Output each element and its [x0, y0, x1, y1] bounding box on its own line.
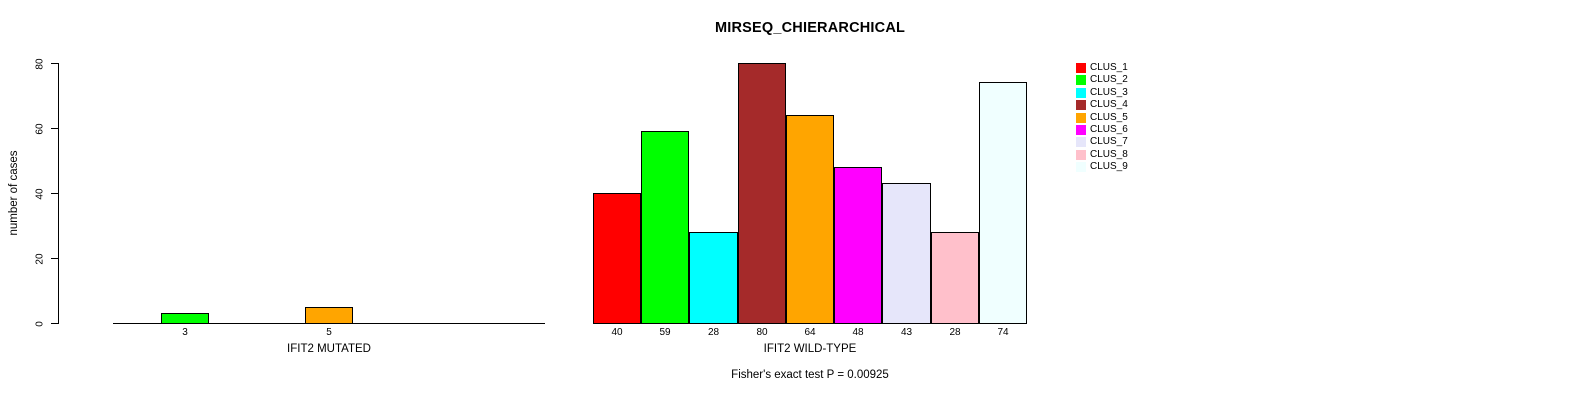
- chart-title: MIRSEQ_CHIERARCHICAL: [714, 20, 906, 36]
- legend-label: CLUS_1: [1090, 62, 1128, 73]
- bar-value-label: 64: [804, 327, 816, 338]
- legend-item-clus_9: CLUS_9: [1076, 161, 1128, 173]
- bar-value-label: 40: [611, 327, 623, 338]
- legend-item-clus_6: CLUS_6: [1076, 124, 1128, 136]
- legend-label: CLUS_3: [1090, 86, 1128, 98]
- legend-item-clus_7: CLUS_7: [1076, 136, 1128, 148]
- legend-swatch-clus_7: [1076, 137, 1086, 148]
- y-axis-tick: [51, 323, 58, 324]
- legend-item-clus_2: CLUS_2: [1076, 74, 1128, 86]
- bar-value-label: 5: [326, 327, 332, 338]
- bar-clus_5-ifit2-wild-type: [786, 115, 834, 324]
- bar-clus_7-ifit2-wild-type: [882, 183, 931, 324]
- y-axis-tick: [51, 193, 58, 194]
- bar-clus_9-ifit2-wild-type: [979, 82, 1027, 324]
- y-axis-tick-label: 60: [34, 122, 46, 135]
- y-axis-tick-label: 80: [34, 57, 46, 70]
- y-axis-tick-label: 40: [34, 187, 46, 200]
- legend-item-clus_4: CLUS_4: [1076, 99, 1128, 111]
- bar-value-label: 28: [949, 327, 961, 338]
- legend-item-clus_3: CLUS_3: [1076, 87, 1128, 99]
- bar-value-label: 3: [182, 327, 188, 338]
- legend-label: CLUS_7: [1090, 136, 1128, 148]
- bar-clus_3-ifit2-wild-type: [689, 232, 738, 324]
- legend-item-clus_1: CLUS_1: [1076, 62, 1128, 74]
- bar-value-label: 28: [707, 327, 720, 338]
- legend-swatch-clus_4: [1076, 100, 1086, 111]
- legend-swatch-clus_6: [1076, 125, 1086, 135]
- y-axis-tick: [51, 63, 58, 64]
- bar-clus_5-ifit2-mutated: [305, 307, 353, 324]
- bar-value-label: 74: [997, 327, 1009, 338]
- legend-swatch-clus_2: [1076, 75, 1086, 86]
- bar-value-label: 59: [659, 327, 671, 338]
- legend-label: CLUS_4: [1090, 99, 1128, 111]
- legend-item-clus_8: CLUS_8: [1076, 149, 1128, 161]
- legend-label: CLUS_9: [1090, 161, 1128, 173]
- fisher-test-annotation: Fisher's exact test P = 0.00925: [731, 369, 889, 381]
- legend-swatch-clus_5: [1076, 112, 1086, 123]
- bar-clus_2-ifit2-wild-type: [641, 131, 689, 324]
- x-axis-title-mutated: IFIT2 MUTATED: [287, 343, 371, 355]
- x-axis-title-wildtype: IFIT2 WILD-TYPE: [763, 343, 857, 355]
- y-axis-tick: [51, 128, 58, 129]
- legend-label: CLUS_8: [1090, 148, 1128, 160]
- bar-value-label: 80: [756, 327, 768, 338]
- y-axis-tick-label: 20: [34, 252, 46, 265]
- legend-item-clus_5: CLUS_5: [1076, 112, 1128, 124]
- y-axis-tick: [51, 258, 58, 259]
- legend-label: CLUS_6: [1090, 124, 1128, 135]
- bar-clus_2-ifit2-mutated: [161, 313, 209, 324]
- legend-swatch-clus_9: [1076, 162, 1086, 173]
- bar-clus_6-ifit2-wild-type: [834, 167, 882, 324]
- legend-label: CLUS_2: [1090, 74, 1128, 86]
- y-axis-tick-label: 0: [34, 320, 46, 327]
- bar-value-label: 48: [852, 327, 864, 338]
- bar-clus_4-ifit2-wild-type: [738, 63, 786, 324]
- legend-swatch-clus_8: [1076, 149, 1086, 160]
- y-axis-line: [58, 63, 59, 324]
- bar-clus_1-ifit2-wild-type: [593, 193, 641, 324]
- bar-clus_8-ifit2-wild-type: [931, 232, 979, 324]
- bar-value-label: 43: [900, 327, 913, 338]
- legend-swatch-clus_3: [1076, 87, 1086, 98]
- legend-label: CLUS_5: [1090, 111, 1128, 123]
- y-axis-title: number of cases: [8, 150, 20, 236]
- legend-swatch-clus_1: [1076, 63, 1086, 73]
